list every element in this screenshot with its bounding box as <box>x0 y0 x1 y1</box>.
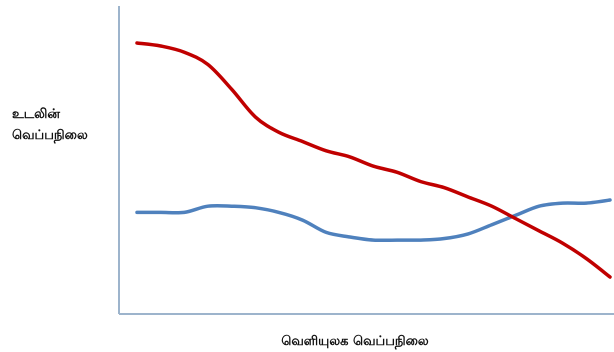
series-line-red <box>135 41 612 279</box>
x-axis-label: வெளியுலக வெப்பநிலை <box>281 334 429 349</box>
y-axis-label-line-1: உடலின் <box>12 107 60 122</box>
series-group <box>135 41 612 279</box>
series-line-blue <box>135 198 612 243</box>
y-axis-label-line-2: வெப்பநிலை <box>12 128 88 143</box>
